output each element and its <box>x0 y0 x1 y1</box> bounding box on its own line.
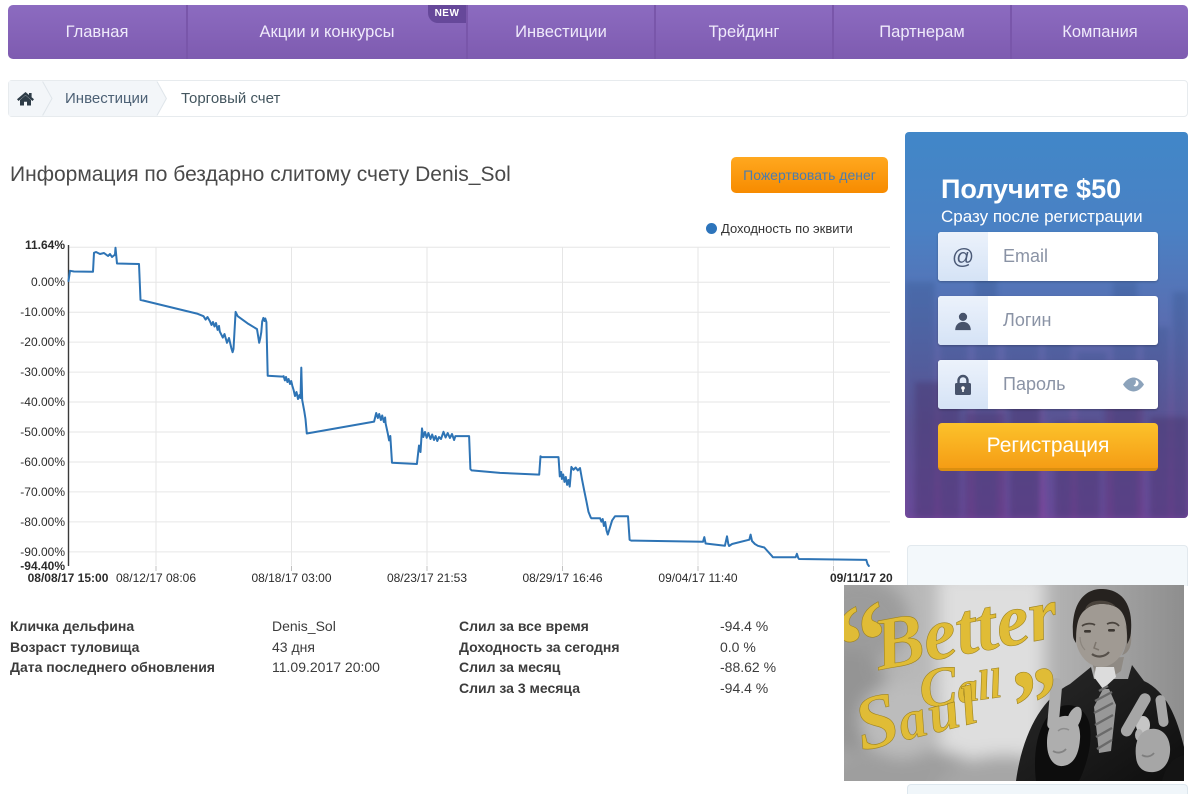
svg-text:-94.40%: -94.40% <box>20 559 65 573</box>
svg-text:-20.00%: -20.00% <box>20 335 65 349</box>
svg-text:-80.00%: -80.00% <box>20 515 65 529</box>
svg-text:-30.00%: -30.00% <box>20 365 65 379</box>
svg-text:08/12/17 08:06: 08/12/17 08:06 <box>116 571 196 585</box>
svg-text:08/23/17 21:53: 08/23/17 21:53 <box>387 571 467 585</box>
svg-text:-40.00%: -40.00% <box>20 395 65 409</box>
svg-text:-70.00%: -70.00% <box>20 485 65 499</box>
svg-text:09/11/17 20:00: 09/11/17 20:00 <box>830 571 893 585</box>
svg-text:@: @ <box>952 245 974 269</box>
svg-text:-10.00%: -10.00% <box>20 305 65 319</box>
svg-text:-50.00%: -50.00% <box>20 425 65 439</box>
svg-text:-90.00%: -90.00% <box>20 545 65 559</box>
svg-text:09/04/17 11:40: 09/04/17 11:40 <box>658 571 738 585</box>
svg-text:08/29/17 16:46: 08/29/17 16:46 <box>522 571 602 585</box>
svg-text:-60.00%: -60.00% <box>20 455 65 469</box>
svg-text:08/08/17 15:00: 08/08/17 15:00 <box>28 571 109 585</box>
svg-text:11.64%: 11.64% <box>25 240 65 252</box>
svg-text:Call: Call <box>915 648 1005 721</box>
svg-text:0.00%: 0.00% <box>31 275 65 289</box>
svg-text:08/18/17 03:00: 08/18/17 03:00 <box>251 571 331 585</box>
